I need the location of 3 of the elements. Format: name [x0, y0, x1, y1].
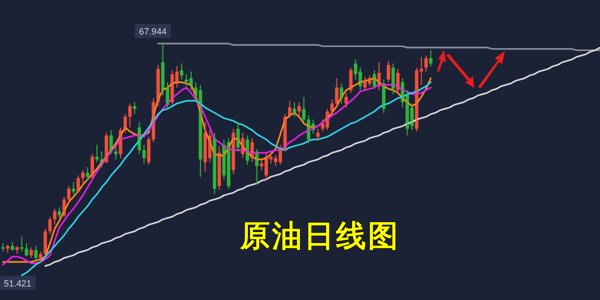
text: 51.421	[4, 278, 32, 288]
text: 原油日线图	[239, 219, 400, 254]
text: 67.944	[139, 26, 167, 36]
